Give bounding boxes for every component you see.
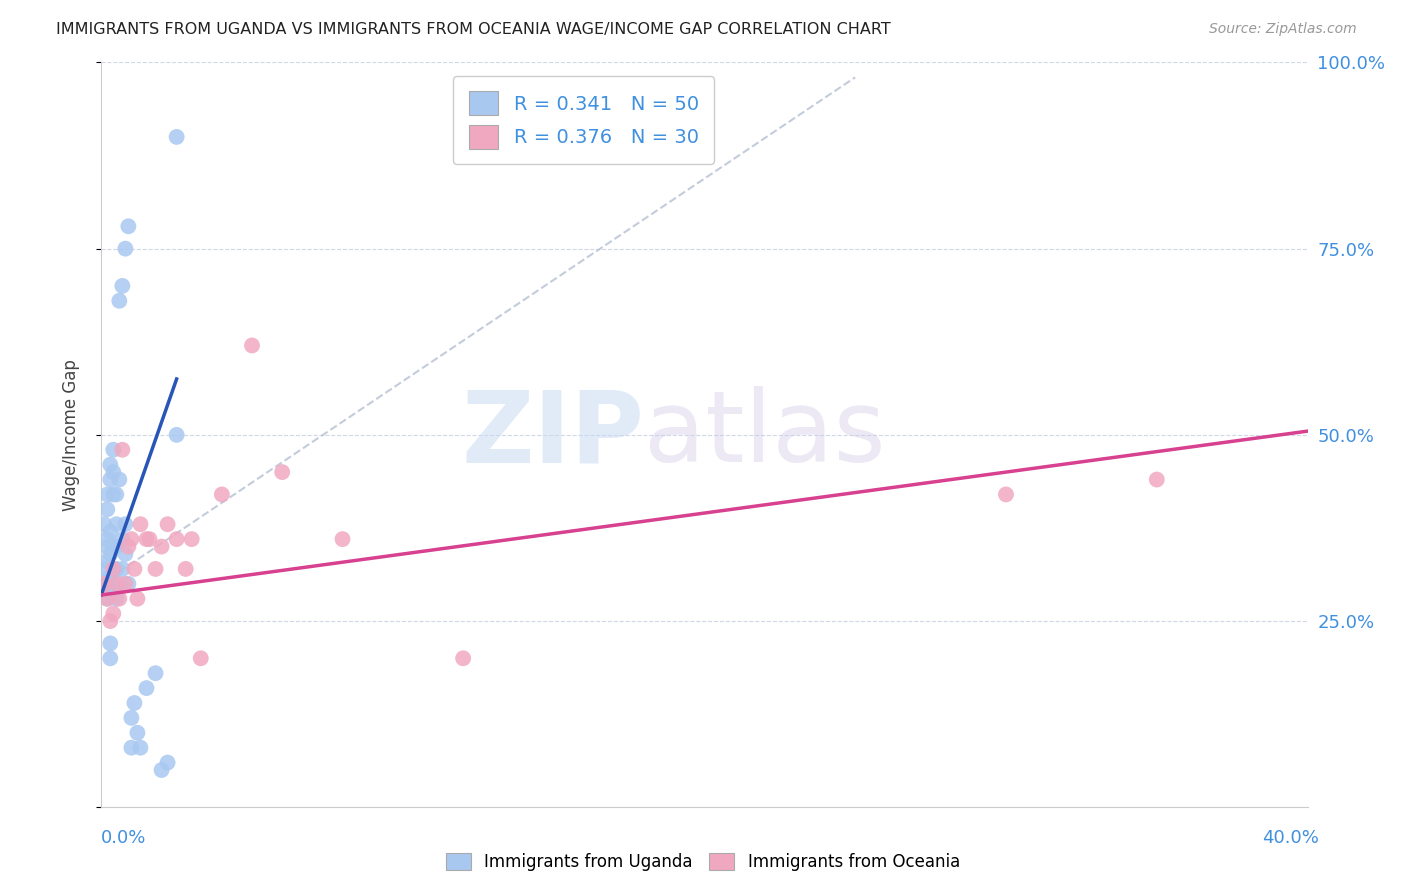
Legend: R = 0.341   N = 50, R = 0.376   N = 30: R = 0.341 N = 50, R = 0.376 N = 30 — [453, 76, 714, 164]
Point — [93, 577, 115, 591]
Point — [103, 607, 125, 621]
Point — [93, 562, 115, 576]
Point — [98, 569, 121, 583]
Point — [117, 540, 139, 554]
Point — [451, 651, 474, 665]
Point — [166, 129, 188, 144]
Text: atlas: atlas — [644, 386, 886, 483]
Point — [114, 517, 136, 532]
Point — [111, 532, 134, 546]
Point — [120, 711, 142, 725]
Point — [98, 473, 121, 487]
Text: ZIP: ZIP — [461, 386, 644, 483]
Point — [105, 517, 128, 532]
Point — [98, 584, 121, 599]
Point — [114, 547, 136, 561]
Point — [98, 651, 121, 665]
Point — [135, 532, 157, 546]
Point — [98, 547, 121, 561]
Legend: Immigrants from Uganda, Immigrants from Oceania: Immigrants from Uganda, Immigrants from … — [437, 845, 969, 880]
Point — [156, 517, 179, 532]
Point — [96, 591, 118, 606]
Point — [111, 278, 134, 293]
Point — [105, 487, 128, 501]
Y-axis label: Wage/Income Gap: Wage/Income Gap — [62, 359, 80, 511]
Point — [127, 726, 149, 740]
Text: IMMIGRANTS FROM UGANDA VS IMMIGRANTS FROM OCEANIA WAGE/INCOME GAP CORRELATION CH: IMMIGRANTS FROM UGANDA VS IMMIGRANTS FRO… — [56, 22, 891, 37]
Point — [129, 517, 152, 532]
Point — [166, 532, 188, 546]
Point — [96, 540, 118, 554]
Point — [1146, 473, 1168, 487]
Point — [117, 219, 139, 234]
Point — [96, 532, 118, 546]
Point — [117, 577, 139, 591]
Point — [103, 540, 125, 554]
Point — [174, 562, 197, 576]
Point — [166, 428, 188, 442]
Point — [332, 532, 354, 546]
Point — [150, 540, 173, 554]
Point — [114, 577, 136, 591]
Point — [98, 524, 121, 539]
Point — [108, 293, 131, 308]
Point — [240, 338, 263, 352]
Point — [180, 532, 202, 546]
Point — [111, 442, 134, 457]
Point — [120, 740, 142, 755]
Point — [103, 465, 125, 479]
Point — [129, 740, 152, 755]
Point — [211, 487, 233, 501]
Point — [105, 562, 128, 576]
Point — [156, 756, 179, 770]
Point — [105, 577, 128, 591]
Point — [111, 562, 134, 576]
Point — [103, 562, 125, 576]
Point — [124, 696, 146, 710]
Point — [96, 577, 118, 591]
Point — [98, 636, 121, 650]
Point — [120, 532, 142, 546]
Text: 0.0%: 0.0% — [101, 829, 146, 847]
Point — [190, 651, 212, 665]
Point — [98, 458, 121, 472]
Point — [108, 473, 131, 487]
Point — [108, 591, 131, 606]
Point — [271, 465, 294, 479]
Point — [93, 517, 115, 532]
Point — [98, 614, 121, 628]
Point — [96, 487, 118, 501]
Point — [114, 242, 136, 256]
Point — [135, 681, 157, 695]
Point — [995, 487, 1018, 501]
Point — [103, 577, 125, 591]
Point — [145, 562, 167, 576]
Point — [96, 591, 118, 606]
Point — [108, 577, 131, 591]
Point — [103, 442, 125, 457]
Point — [124, 562, 146, 576]
Text: Source: ZipAtlas.com: Source: ZipAtlas.com — [1209, 22, 1357, 37]
Point — [145, 666, 167, 681]
Point — [127, 591, 149, 606]
Point — [138, 532, 160, 546]
Point — [150, 763, 173, 777]
Point — [105, 540, 128, 554]
Point — [103, 562, 125, 576]
Point — [96, 554, 118, 568]
Point — [103, 487, 125, 501]
Point — [96, 502, 118, 516]
Point — [105, 591, 128, 606]
Text: 40.0%: 40.0% — [1263, 829, 1319, 847]
